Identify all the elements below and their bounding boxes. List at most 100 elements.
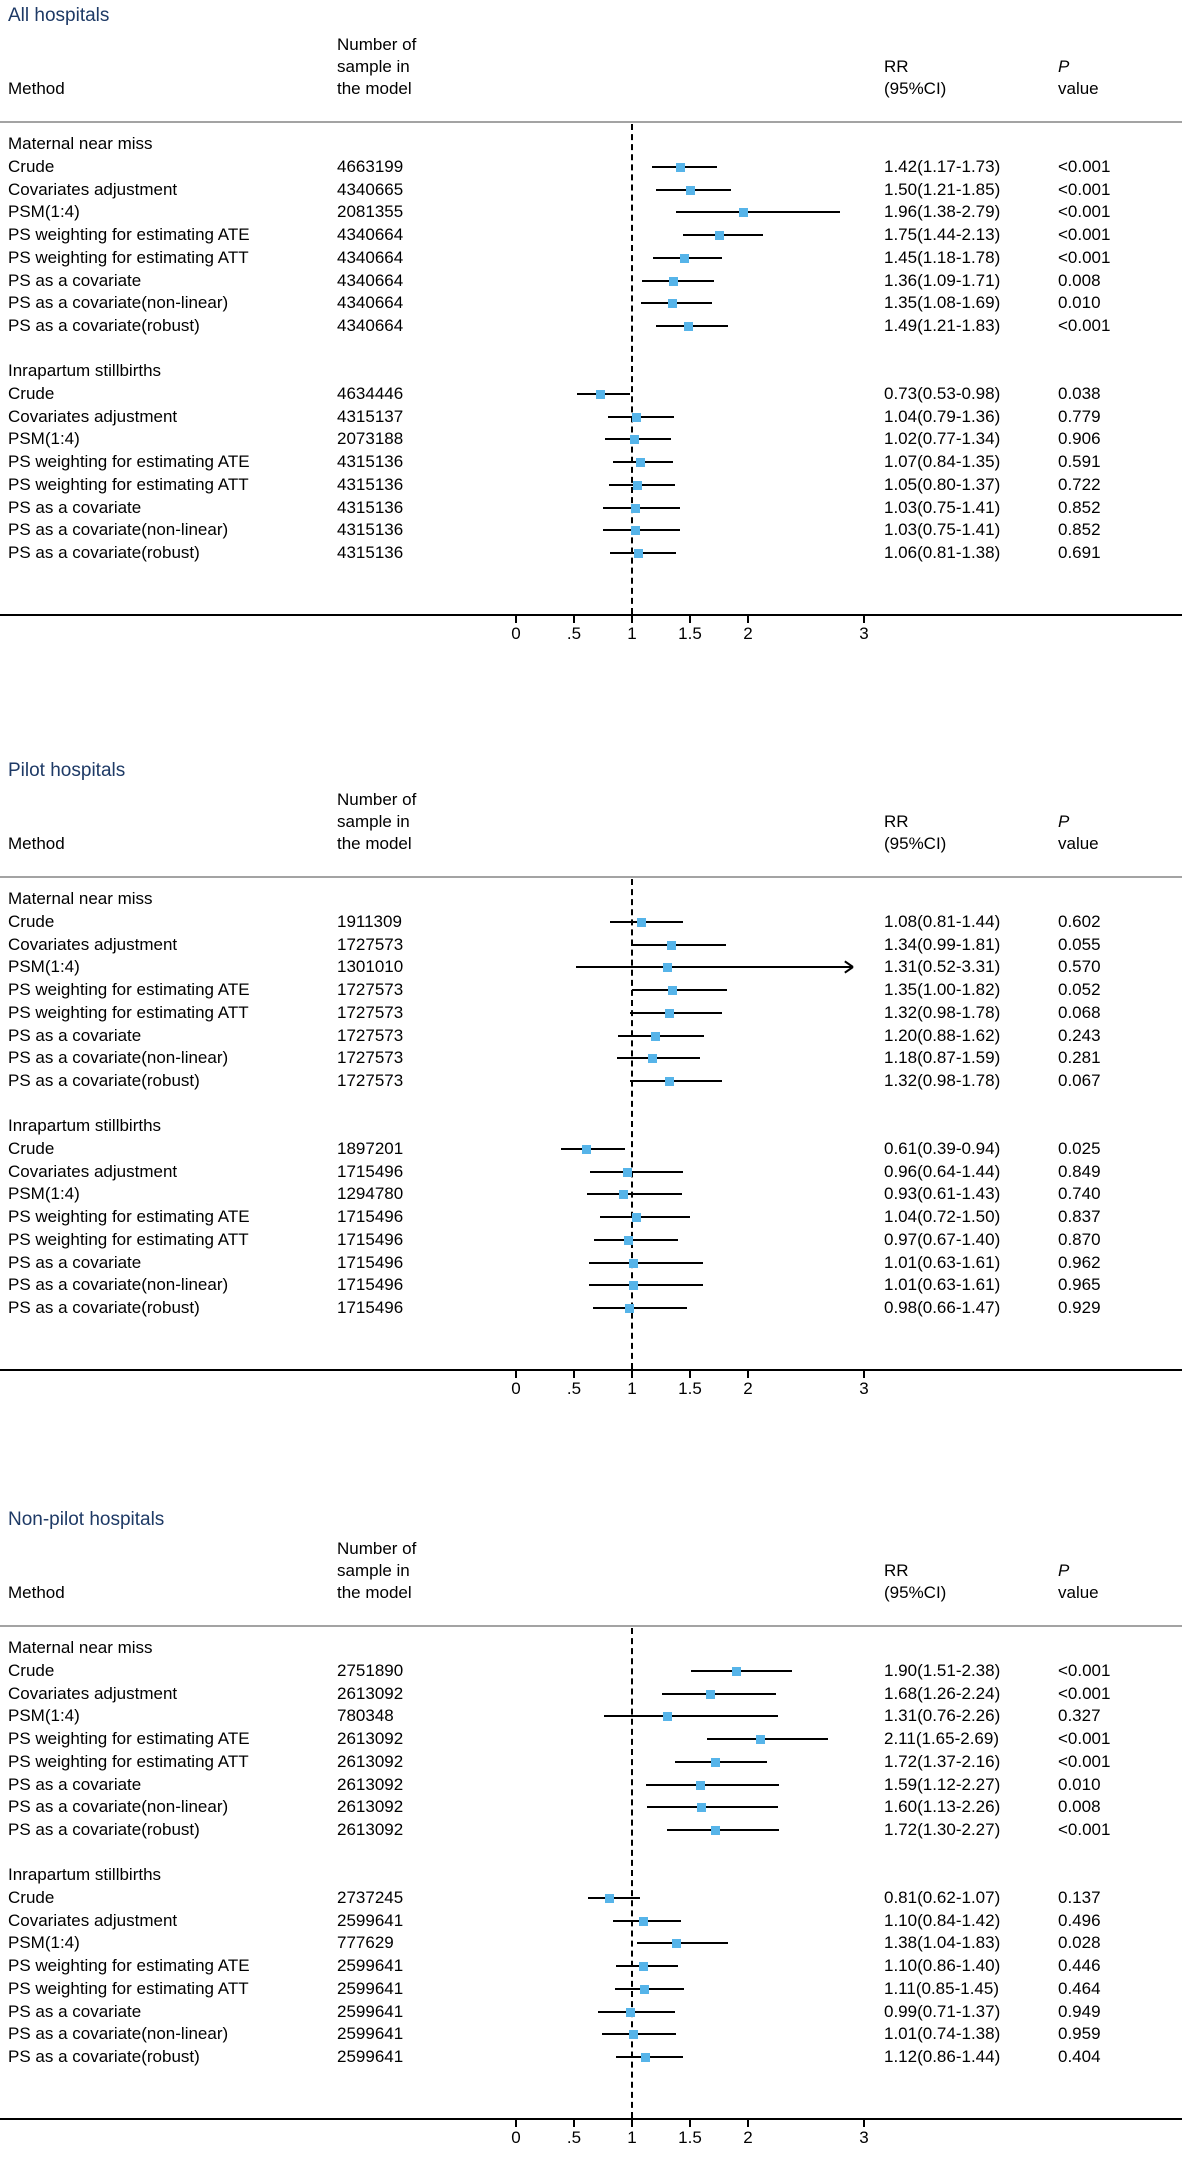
column-header-sample-size: sample in (337, 57, 410, 76)
axis-tick (573, 616, 575, 623)
ci-line (666, 1829, 780, 1831)
sample-size: 4315136 (337, 452, 404, 471)
ci-line (561, 1148, 626, 1150)
sample-size: 2599641 (337, 1911, 404, 1930)
p-value: <0.001 (1058, 1729, 1111, 1748)
rr-ci-value: 1.35(1.00-1.82) (884, 980, 1001, 999)
p-value: <0.001 (1058, 157, 1111, 176)
ci-line (603, 507, 680, 509)
ci-line (590, 1171, 684, 1173)
axis-tick (689, 2120, 691, 2127)
ci-line (629, 1080, 723, 1082)
point-estimate-marker (695, 1780, 705, 1790)
sample-size: 2613092 (337, 1820, 404, 1839)
method-label: Crude (8, 1888, 55, 1907)
point-estimate-marker (622, 1167, 632, 1177)
method-label: PS as a covariate (8, 1775, 142, 1794)
reference-line-rr1 (631, 1628, 633, 2118)
rr-ci-value: 1.01(0.63-1.61) (884, 1253, 1001, 1272)
ci-line (630, 944, 726, 946)
ci-line (603, 529, 680, 531)
p-value: 0.837 (1058, 1207, 1101, 1226)
panel-title: Pilot hospitals (8, 760, 126, 781)
ci-line (598, 2011, 675, 2013)
ci-line (707, 1738, 829, 1740)
sample-size: 1727573 (337, 1048, 404, 1067)
point-estimate-marker (668, 298, 678, 308)
panel-title: All hospitals (8, 5, 110, 26)
rr-ci-value: 1.75(1.44-2.13) (884, 225, 1001, 244)
p-value: 0.959 (1058, 2024, 1101, 2043)
column-header-sample-size: Number of (337, 35, 417, 54)
axis-tick (573, 2120, 575, 2127)
method-label: PS as a covariate (8, 1253, 142, 1272)
sample-size: 1727573 (337, 980, 404, 999)
ci-line (589, 1284, 703, 1286)
point-estimate-marker (640, 1984, 650, 1994)
rr-ci-value: 0.96(0.64-1.44) (884, 1162, 1001, 1181)
point-estimate-marker (684, 321, 694, 331)
method-label: PS weighting for estimating ATE (8, 1956, 250, 1975)
axis-tick-label: 1 (627, 624, 637, 643)
point-estimate-marker (738, 207, 748, 217)
sample-size: 2613092 (337, 1752, 404, 1771)
point-estimate-marker (666, 940, 676, 950)
method-label: Crude (8, 912, 55, 931)
method-label: PSM(1:4) (8, 957, 80, 976)
sample-size: 4315136 (337, 475, 404, 494)
axis-tick (573, 1371, 575, 1378)
column-header-sample-size: Number of (337, 790, 417, 809)
point-estimate-marker (624, 1235, 634, 1245)
point-estimate-marker (625, 1303, 635, 1313)
sample-size: 4340664 (337, 293, 404, 312)
rr-ci-value: 1.42(1.17-1.73) (884, 157, 1001, 176)
point-estimate-marker (711, 1757, 721, 1767)
sample-size: 4340664 (337, 248, 404, 267)
rr-ci-value: 1.10(0.86-1.40) (884, 1956, 1001, 1975)
x-axis-line (0, 2118, 1182, 2120)
ci-line (674, 1761, 767, 1763)
sample-size: 1727573 (337, 1026, 404, 1045)
point-estimate-marker (628, 1258, 638, 1268)
panel-non-pilot-hospitals: Non-pilot hospitals Method Number of sample… (0, 1504, 1182, 2154)
column-header-p-value: value (1058, 79, 1099, 98)
point-estimate-marker (664, 1008, 674, 1018)
sample-size: 2081355 (337, 202, 404, 221)
axis-tick-label: .5 (566, 1379, 582, 1398)
sample-size: 2599641 (337, 2024, 404, 2043)
method-label: PS weighting for estimating ATT (8, 1003, 249, 1022)
rr-ci-value: 1.01(0.63-1.61) (884, 1275, 1001, 1294)
method-label: Covariates adjustment (8, 1162, 178, 1181)
point-estimate-marker (664, 1076, 674, 1086)
ci-line (642, 280, 715, 282)
p-value: 0.722 (1058, 475, 1101, 494)
rr-ci-value: 1.11(0.85-1.45) (884, 1979, 999, 1998)
axis-tick-label: 1.5 (678, 2128, 702, 2147)
p-value: 0.446 (1058, 1956, 1101, 1975)
point-estimate-marker (663, 1711, 673, 1721)
rr-ci-value: 1.72(1.37-2.16) (884, 1752, 1001, 1771)
sample-size: 4315136 (337, 520, 404, 539)
point-estimate-marker (731, 1666, 741, 1676)
p-value: <0.001 (1058, 1661, 1111, 1680)
axis-tick-label: 0 (511, 2128, 521, 2147)
p-value: 0.570 (1058, 957, 1101, 976)
column-header-method: Method (8, 834, 65, 853)
group-label: Inrapartum stillbirths (8, 1865, 162, 1884)
p-value: <0.001 (1058, 1820, 1111, 1839)
x-axis-line (0, 1369, 1182, 1371)
rr-ci-value: 1.32(0.98-1.78) (884, 1071, 1001, 1090)
rr-ci-value: 1.49(1.21-1.83) (884, 316, 1001, 335)
x-axis-line (0, 614, 1182, 616)
rr-ci-value: 1.31(0.76-2.26) (884, 1706, 1001, 1725)
rr-ci-value: 0.93(0.61-1.43) (884, 1184, 1001, 1203)
column-header-p-value: P (1058, 812, 1070, 831)
point-estimate-marker (641, 2052, 651, 2062)
method-label: PSM(1:4) (8, 1184, 80, 1203)
reference-line-rr1 (631, 879, 633, 1369)
method-label: PSM(1:4) (8, 202, 80, 221)
column-header-rr: (95%CI) (884, 834, 947, 853)
sample-size: 1897201 (337, 1139, 404, 1158)
axis-tick-label: 3 (859, 1379, 869, 1398)
method-label: PS as a covariate(non-linear) (8, 520, 229, 539)
